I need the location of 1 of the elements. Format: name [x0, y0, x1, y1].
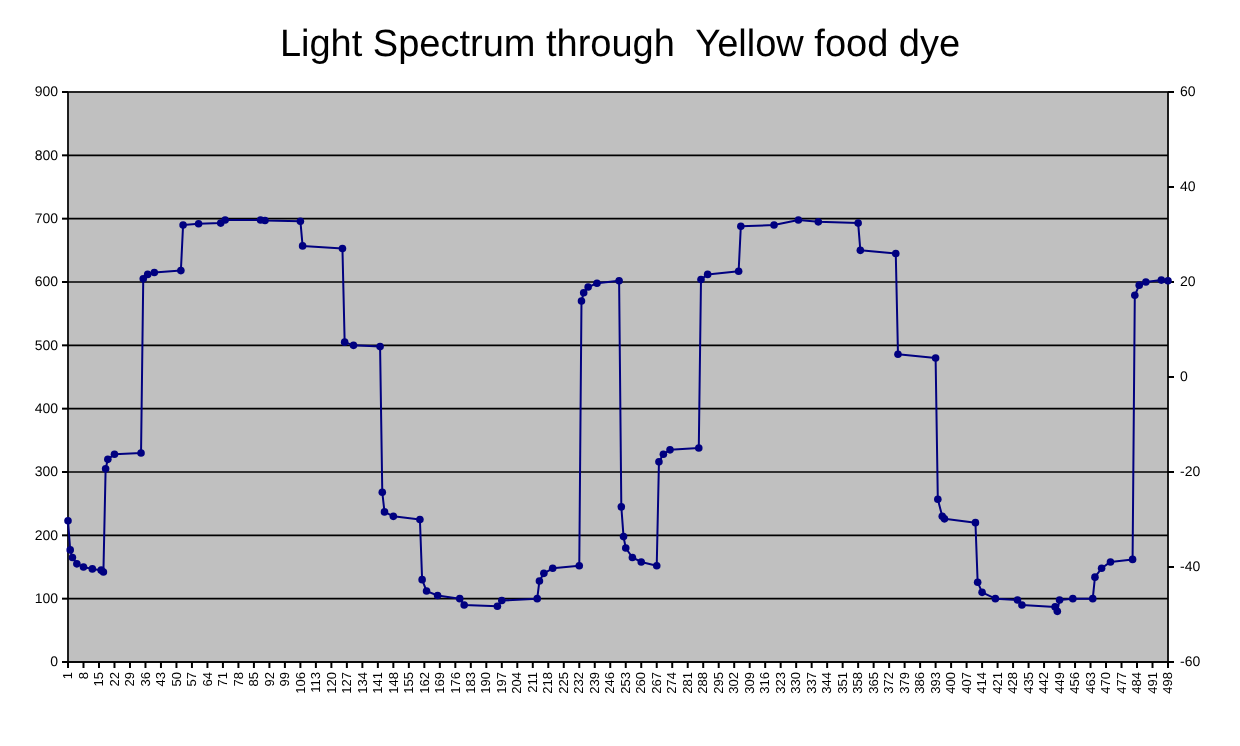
chart-title: Light Spectrum through Yellow food dye: [279, 24, 961, 66]
